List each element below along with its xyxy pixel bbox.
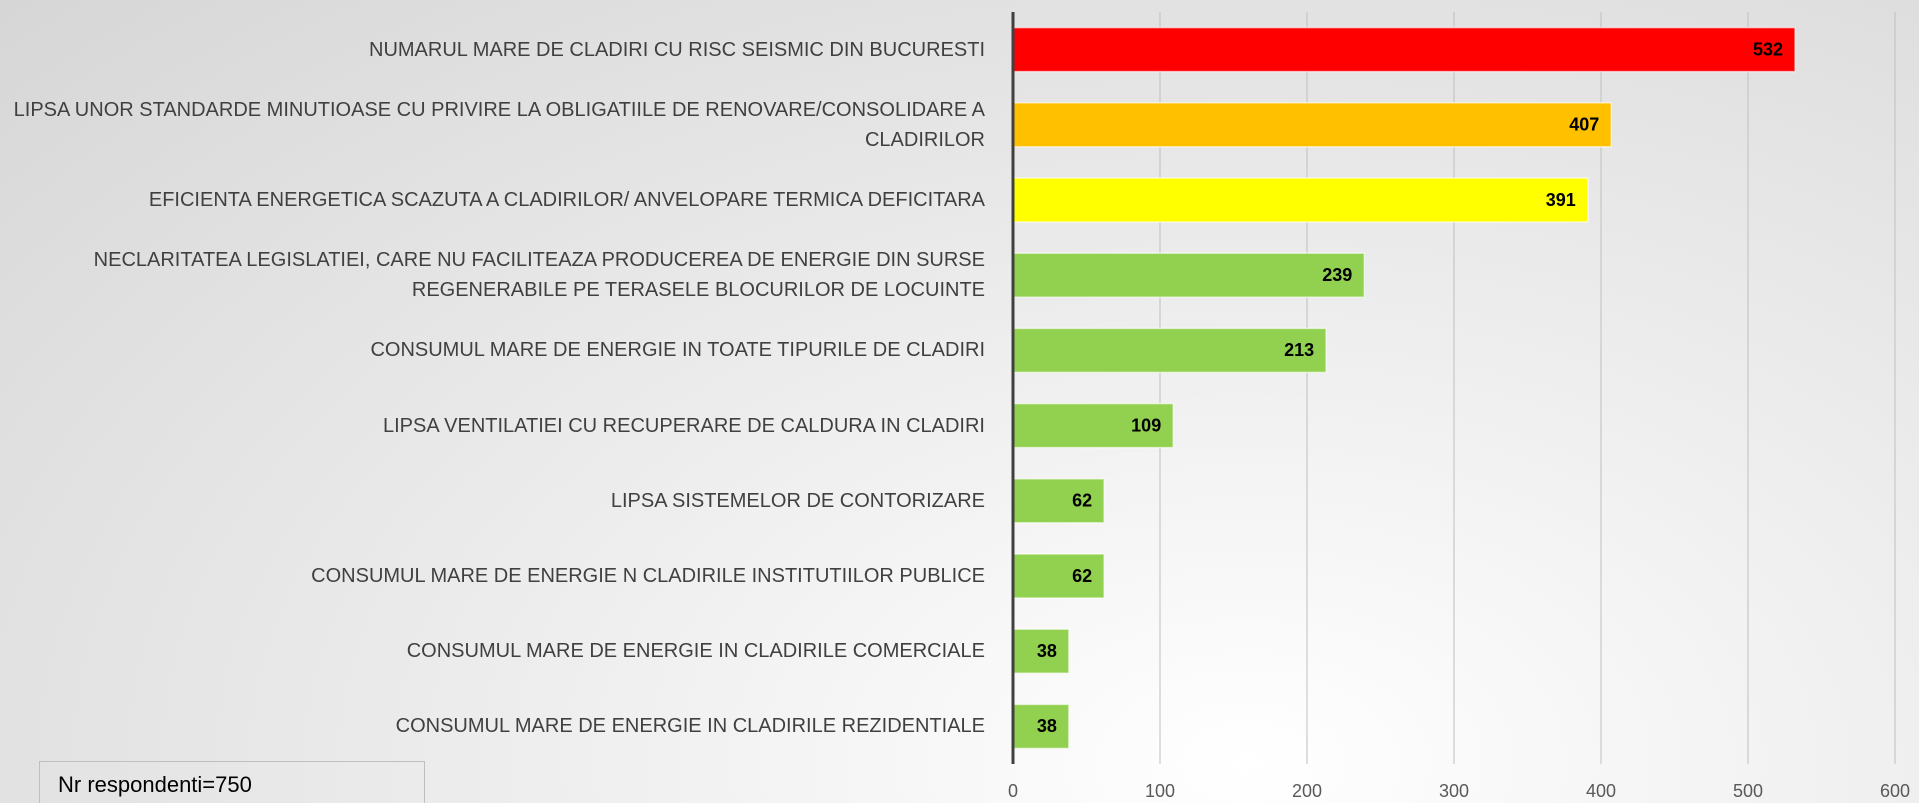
note: Nr respondenti=750 xyxy=(39,761,425,803)
bar xyxy=(1012,102,1613,148)
data-label: 391 xyxy=(1546,190,1576,210)
x-tick-label: 100 xyxy=(1145,781,1175,801)
category-label: CONSUMUL MARE DE ENERGIE IN CLADIRILE CO… xyxy=(406,640,985,663)
data-label: 109 xyxy=(1131,415,1161,435)
x-tick-label: 0 xyxy=(1008,781,1018,801)
data-label: 38 xyxy=(1037,716,1057,736)
category-label: NUMARUL MARE DE CLADIRI CU RISC SEISMIC … xyxy=(369,38,985,61)
category-label: LIPSA VENTILATIEI CU RECUPERARE DE CALDU… xyxy=(382,414,985,437)
data-label: 213 xyxy=(1284,340,1314,360)
data-label: 239 xyxy=(1322,265,1352,285)
category-label: CONSUMUL MARE DE ENERGIE IN TOATE TIPURI… xyxy=(370,339,985,362)
x-tick-label: 200 xyxy=(1292,781,1322,801)
bar xyxy=(1012,628,1070,674)
bar xyxy=(1012,478,1105,524)
category-label: NECLARITATEA LEGISLATIEI, CARE NU FACILI… xyxy=(93,249,985,302)
category-label: EFICIENTA ENERGETICA SCAZUTA A CLADIRILO… xyxy=(148,189,985,211)
data-label: 62 xyxy=(1072,566,1092,586)
data-label: 407 xyxy=(1569,115,1599,135)
data-label: 532 xyxy=(1753,39,1783,59)
x-tick-label: 400 xyxy=(1586,781,1616,801)
bar xyxy=(1012,252,1366,298)
data-label: 38 xyxy=(1037,641,1057,661)
category-label: CONSUMUL MARE DE ENERGIE IN CLADIRILE RE… xyxy=(395,715,985,738)
bar xyxy=(1012,553,1105,599)
category-label: LIPSA SISTEMELOR DE CONTORIZARE xyxy=(610,489,985,512)
bar xyxy=(1012,26,1796,73)
data-label: 62 xyxy=(1072,491,1092,511)
bar xyxy=(1012,327,1327,374)
x-tick-label: 500 xyxy=(1733,781,1763,801)
category-label: LIPSA UNOR STANDARDE MINUTIOASE CU PRIVI… xyxy=(13,98,985,151)
x-tick-label: 600 xyxy=(1880,781,1910,801)
bar xyxy=(1012,177,1589,223)
x-tick-label: 300 xyxy=(1439,781,1469,801)
category-label: CONSUMUL MARE DE ENERGIE N CLADIRILE INS… xyxy=(311,565,985,587)
